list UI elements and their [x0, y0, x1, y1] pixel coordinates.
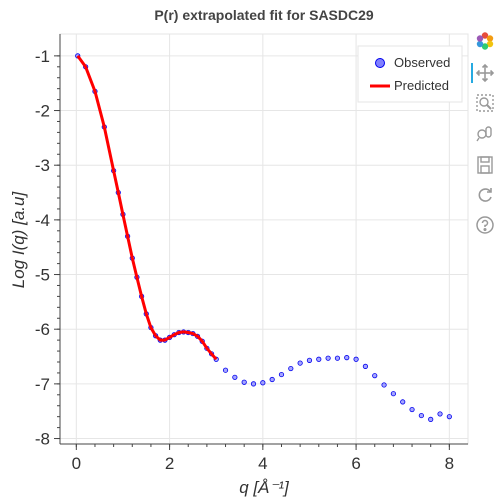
observed-point — [241, 379, 247, 385]
observed-point — [372, 373, 378, 379]
axes: 0 2 4 6 8 -1 -2 -3 -4 -5 -6 -7 -8 — [35, 34, 468, 473]
x-tick-label: 6 — [351, 454, 360, 473]
observed-point — [400, 399, 406, 405]
x-tick-label: 8 — [445, 454, 454, 473]
observed-point — [260, 380, 266, 386]
bokeh-logo-icon[interactable] — [474, 30, 496, 52]
legend[interactable]: Observed Predicted — [357, 45, 463, 103]
observed-point — [306, 357, 313, 363]
legend-observed-marker — [375, 58, 385, 68]
observed-point — [288, 365, 294, 372]
legend-box — [357, 45, 463, 103]
plot-area[interactable] — [75, 53, 452, 422]
observed-point — [232, 374, 238, 380]
observed-point — [437, 411, 443, 417]
observed-point — [409, 406, 415, 413]
reset-icon[interactable] — [474, 184, 496, 206]
observed-point — [362, 363, 369, 369]
y-tick-label: -7 — [35, 375, 50, 394]
observed-point — [269, 376, 275, 383]
observed-point — [316, 356, 322, 362]
observed-point — [278, 371, 285, 378]
x-tick-label: 2 — [165, 454, 174, 473]
observed-point — [344, 355, 350, 361]
observed-point — [334, 355, 341, 361]
save-icon[interactable] — [474, 154, 496, 176]
grid — [60, 34, 468, 444]
y-tick-label: -3 — [35, 156, 50, 175]
wheel-zoom-icon[interactable] — [474, 122, 496, 144]
chart-title: P(r) extrapolated fit for SASDC29 — [154, 7, 374, 23]
observed-point — [250, 381, 257, 387]
observed-point — [297, 360, 303, 366]
y-axis-label: Log I(q) [a.u] — [9, 191, 28, 289]
observed-point — [390, 391, 396, 397]
x-tick-label: 0 — [72, 454, 81, 473]
help-icon[interactable] — [474, 214, 496, 236]
observed-point — [325, 355, 331, 361]
y-tick-label: -4 — [35, 211, 50, 230]
y-tick-label: -1 — [35, 47, 50, 66]
box-zoom-icon[interactable] — [474, 92, 496, 114]
observed-point — [353, 356, 359, 362]
y-tick-label: -5 — [35, 266, 50, 285]
legend-predicted-label: Predicted — [394, 78, 449, 93]
x-tick-label: 4 — [258, 454, 267, 473]
y-tick-label: -2 — [35, 102, 50, 121]
active-tool-indicator — [471, 63, 473, 83]
legend-observed-label: Observed — [394, 55, 450, 70]
predicted-line — [76, 55, 218, 361]
observed-point — [381, 382, 387, 388]
observed-point — [446, 414, 452, 420]
observed-point — [428, 416, 434, 422]
y-tick-label: -6 — [35, 320, 50, 339]
x-axis-label: q [Å⁻¹] — [239, 478, 290, 497]
y-tick-label: -8 — [35, 430, 50, 449]
pan-icon[interactable] — [471, 62, 496, 84]
observed-point — [418, 412, 424, 419]
observed-point — [222, 367, 229, 373]
